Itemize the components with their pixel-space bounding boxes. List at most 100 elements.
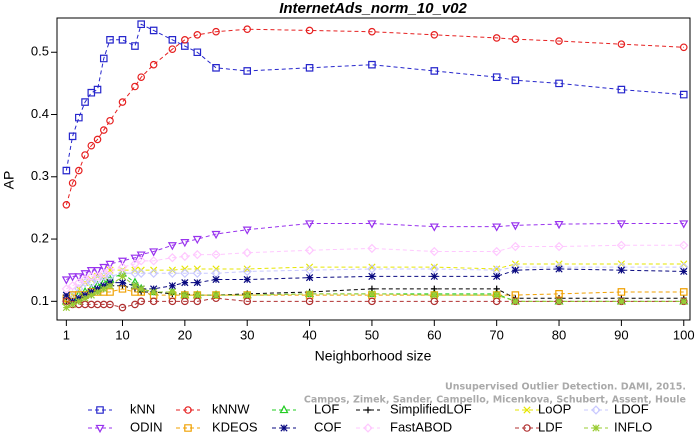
marker [180,268,190,278]
marker [192,249,203,260]
marker [105,265,115,275]
x-tick-label: 70 [489,327,503,342]
marker [74,273,84,282]
marker [180,251,190,262]
marker [430,297,439,306]
legend-label: LOF [314,401,339,416]
marker [181,291,189,299]
marker [131,82,139,91]
marker [93,135,102,144]
marker [243,275,251,284]
marker [99,268,109,278]
marker [429,223,439,232]
marker [106,35,114,44]
legend-marker [523,406,531,414]
marker [193,279,201,287]
marker [93,267,103,276]
marker [149,297,158,306]
marker [305,291,314,299]
marker [368,290,376,298]
legend-marker [523,424,531,432]
x-tick-label: 90 [614,327,628,342]
x-tick-label: 30 [240,327,254,342]
x-tick-label: 40 [302,327,316,342]
marker [68,132,77,141]
legend-marker [592,424,600,432]
x-tick-label: 80 [552,327,566,342]
marker [61,276,71,285]
legend-label: kNN [130,401,155,416]
marker [168,282,176,290]
marker [242,248,252,258]
legend-label: SimplifiedLOF [390,401,472,416]
marker [429,246,439,257]
marker [74,277,84,288]
marker [305,220,315,229]
marker [368,272,376,281]
legend-label: KDEOS [212,419,258,434]
marker [243,291,251,299]
marker [167,268,178,278]
marker [679,43,688,51]
marker [136,268,146,278]
marker [99,263,109,273]
x-tick-label: 50 [365,327,379,342]
marker [510,241,521,252]
marker [99,54,108,63]
legend-label: FastABOD [390,419,452,434]
marker [304,245,315,255]
marker [242,266,252,277]
marker [118,98,127,106]
marker [106,288,114,296]
marker [81,98,89,106]
marker [243,67,252,75]
marker [118,35,127,44]
marker [100,285,108,293]
marker [75,297,83,305]
marker [136,251,146,260]
marker [193,291,202,299]
marker [492,34,501,42]
marker [80,270,90,279]
marker [511,266,520,274]
marker [180,239,190,248]
marker [62,166,71,175]
marker [62,303,70,312]
legend-label: LDF [538,419,563,434]
marker [130,259,140,269]
marker [131,300,139,309]
marker [131,282,139,290]
marker [193,291,201,299]
marker [367,264,377,274]
marker [61,284,72,294]
marker [679,90,688,99]
marker [99,126,108,134]
y-tick-label: 0.4 [31,106,49,121]
marker [193,297,202,306]
marker [616,220,626,229]
legend-marker [184,424,192,432]
y-tick-label: 0.5 [31,44,49,59]
plot-frame [56,17,691,321]
marker [429,264,439,274]
marker [131,42,139,50]
legend-label: ODIN [130,419,163,434]
marker [367,243,377,254]
legend-label: INFLO [614,419,652,434]
marker [137,20,145,29]
marker [555,37,563,45]
marker [149,248,159,257]
marker [493,291,501,299]
legend-marker [95,424,105,434]
marker [68,273,78,282]
series-line [65,28,684,205]
marker [168,45,177,53]
marker [118,285,127,293]
legend-marker [364,406,372,414]
marker [150,288,158,296]
marker [492,291,501,299]
marker [87,141,96,150]
marker [367,220,377,229]
marker [137,297,145,306]
